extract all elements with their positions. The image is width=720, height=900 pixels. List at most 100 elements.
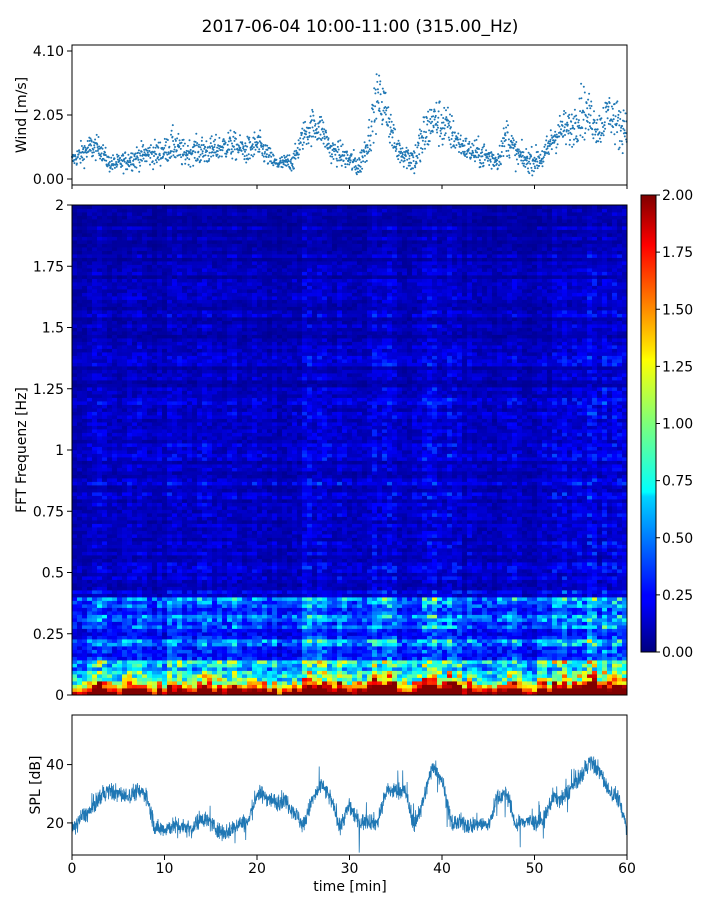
spectrogram-cell — [597, 625, 603, 629]
spectrogram-cell — [377, 684, 383, 689]
spectrogram-cell — [322, 625, 328, 629]
spectrogram-cell — [337, 618, 343, 622]
spectrogram-cell — [327, 597, 333, 601]
wind-point — [119, 156, 122, 159]
spectrogram-cell — [597, 621, 603, 626]
spectrogram-cell — [257, 621, 263, 626]
wind-point — [566, 123, 569, 126]
wind-point — [437, 145, 440, 147]
wind-point — [488, 155, 491, 158]
wind-point — [169, 157, 172, 159]
spectrogram-cell — [172, 670, 178, 675]
spectrogram-cell — [357, 646, 363, 650]
wind-point — [540, 162, 543, 165]
wind-point — [210, 155, 213, 158]
spectrogram-cell — [147, 691, 153, 696]
wind-point — [514, 154, 517, 157]
spectrogram-cell — [412, 663, 418, 668]
spectrogram-cell — [427, 632, 433, 636]
spectrogram-cell — [257, 607, 263, 612]
spectrogram-cell — [462, 674, 468, 678]
spectrogram-cell — [507, 621, 513, 626]
spectrogram-cell — [437, 600, 443, 605]
spectrogram-cell — [622, 625, 628, 629]
spectrogram-cell — [492, 625, 498, 629]
spectrogram-cell — [157, 677, 163, 682]
spectrogram-cell — [262, 660, 268, 664]
spectrogram-cell — [392, 653, 398, 657]
spectrogram-cell — [467, 625, 473, 629]
spectrogram-cell — [577, 677, 583, 682]
spectrogram-cell — [257, 677, 263, 682]
spectrogram-cell — [182, 632, 188, 636]
wind-point — [400, 159, 403, 162]
spectrogram-cell — [232, 646, 238, 650]
spectrogram-cell — [77, 688, 83, 692]
wind-point — [557, 124, 560, 126]
wind-point — [503, 137, 505, 140]
wind-point — [501, 145, 504, 148]
spectrogram-cell — [217, 646, 223, 650]
wind-point — [270, 155, 273, 158]
wind-point — [401, 153, 404, 156]
wind-point — [155, 153, 158, 156]
wind-point — [586, 107, 589, 110]
spectrogram-cell — [227, 635, 233, 640]
wind-point — [569, 139, 571, 141]
spectrogram-cell — [227, 656, 233, 661]
spectrogram-cell — [422, 635, 428, 640]
wind-point — [286, 161, 289, 164]
spectrogram-cell — [412, 660, 418, 664]
wind-point — [577, 121, 580, 124]
spectrogram-cell — [342, 611, 348, 615]
spectrogram-cell — [317, 663, 323, 668]
spectrogram-cell — [477, 614, 483, 619]
spectrogram-cell — [347, 618, 353, 622]
spectrogram-cell — [192, 618, 198, 622]
wind-point — [476, 151, 479, 154]
spectrogram-cell — [232, 670, 238, 675]
spectrogram-cell — [427, 653, 433, 657]
spectrogram-cell — [557, 656, 563, 661]
wind-point — [617, 116, 620, 119]
spectrogram-cell — [157, 642, 163, 647]
spectrogram-cell — [522, 611, 528, 615]
spectrogram-cell — [332, 670, 338, 675]
spectrogram-cell — [512, 635, 518, 640]
wind-point — [541, 157, 544, 160]
wind-point — [522, 159, 525, 162]
spectrogram-cell — [437, 667, 443, 671]
spectrogram-cell — [232, 691, 238, 696]
spectrogram-cell — [117, 670, 123, 675]
spectrogram-cell — [162, 649, 168, 654]
spectrogram-cell — [612, 618, 618, 622]
spectrogram-cell — [572, 632, 578, 636]
wind-point — [188, 150, 191, 153]
spectrogram-cell — [322, 691, 328, 696]
spectrogram-cell — [182, 625, 188, 629]
spectrogram-cell — [142, 667, 148, 671]
spectrogram-cell — [547, 663, 553, 668]
spectrogram-cell — [622, 653, 628, 657]
spectrogram-cell — [327, 632, 333, 636]
spectrogram-cell — [287, 600, 293, 605]
spectrogram-cell — [237, 600, 243, 605]
spectrogram-cell — [452, 611, 458, 615]
spectrogram-cell — [332, 667, 338, 671]
spectrogram-cell — [482, 614, 488, 619]
spectrogram-cell — [347, 653, 353, 657]
wind-point — [207, 154, 210, 157]
spectrogram-cell — [497, 649, 503, 654]
spectrogram-cell — [312, 677, 318, 682]
spectrogram-cell — [92, 688, 98, 692]
spectrogram-cell — [442, 677, 448, 682]
spectrogram-cell — [482, 649, 488, 654]
wind-point — [573, 108, 576, 111]
spectrogram-cell — [417, 607, 423, 612]
wind-point — [544, 143, 547, 146]
spectrogram-cell — [592, 604, 598, 608]
spectrogram-cell — [212, 688, 218, 692]
spectrogram-cell — [222, 618, 228, 622]
spectrogram-cell — [527, 635, 533, 640]
spectrogram-cell — [562, 625, 568, 629]
